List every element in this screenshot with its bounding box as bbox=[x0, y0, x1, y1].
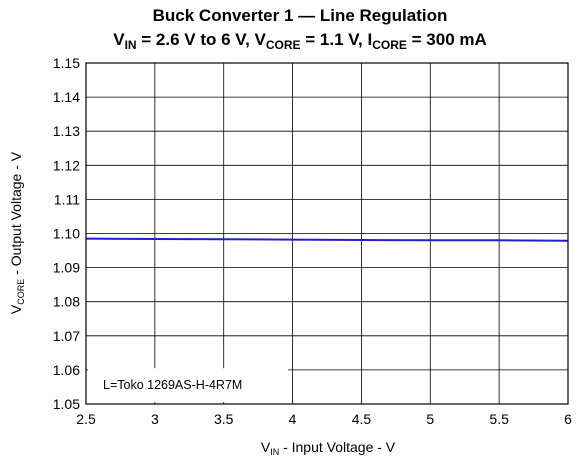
x-tick-label: 2.5 bbox=[76, 411, 96, 427]
annotation-box: L=Toko 1269AS-H-4R7M bbox=[88, 368, 288, 402]
y-tick-label: 1.07 bbox=[53, 328, 80, 344]
x-tick-label: 4 bbox=[289, 411, 297, 427]
y-tick-label: 1.10 bbox=[53, 226, 80, 242]
y-axis-label: VCORE - Output Voltage - V bbox=[8, 151, 26, 314]
y-tick-label: 1.12 bbox=[53, 157, 80, 173]
y-tick-label: 1.13 bbox=[53, 123, 80, 139]
y-tick-label: 1.05 bbox=[53, 396, 80, 412]
x-tick-label: 5.5 bbox=[489, 411, 509, 427]
x-tick-label: 5 bbox=[426, 411, 434, 427]
tick-labels: 2.5 3 3.5 4 4.5 5 5.5 6 1.05 1.06 1.07 1.08 1.09 1.10… bbox=[53, 55, 572, 427]
x-tick-label: 3.5 bbox=[214, 411, 234, 427]
x-tick-label: 4.5 bbox=[352, 411, 372, 427]
vcore-series-line bbox=[85, 237, 569, 242]
grid-lines bbox=[86, 63, 568, 404]
x-axis-label: VIN - Input Voltage - V bbox=[261, 439, 396, 457]
y-tick-label: 1.14 bbox=[53, 89, 80, 105]
chart-title-line2: VIN = 2.6 V to 6 V, VCORE = 1.1 V, ICORE… bbox=[113, 30, 487, 52]
series-layer bbox=[85, 237, 569, 242]
y-tick-label: 1.15 bbox=[53, 55, 80, 71]
inductor-annotation: L=Toko 1269AS-H-4R7M bbox=[103, 378, 242, 392]
y-tick-label: 1.06 bbox=[53, 362, 80, 378]
plot-frame bbox=[85, 62, 569, 405]
chart-title-line1: Buck Converter 1 — Line Regulation bbox=[153, 6, 448, 25]
y-tick-label: 1.11 bbox=[54, 191, 80, 207]
y-tick-label: 1.09 bbox=[53, 260, 80, 276]
x-tick-label: 3 bbox=[151, 411, 159, 427]
y-tick-label: 1.08 bbox=[53, 294, 80, 310]
x-tick-label: 6 bbox=[564, 411, 572, 427]
